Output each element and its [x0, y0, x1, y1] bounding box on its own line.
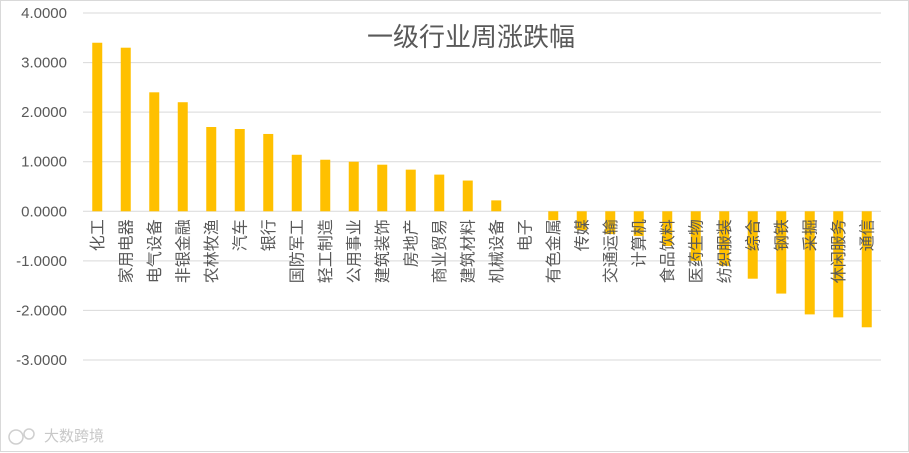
bar	[320, 159, 331, 212]
category-label: 建筑材料	[459, 219, 478, 283]
bar	[833, 211, 844, 318]
category-label: 汽车	[231, 219, 250, 251]
category-label: 商业贸易	[430, 219, 449, 283]
bar	[405, 169, 416, 212]
bar	[633, 211, 644, 237]
bar	[662, 211, 673, 246]
category-label: 综合	[744, 219, 763, 251]
category-label: 钢铁	[772, 219, 791, 251]
category-label: 房地产	[402, 219, 421, 267]
bar	[576, 211, 587, 231]
bar	[377, 164, 388, 212]
category-label: 通信	[858, 219, 877, 251]
bar	[491, 200, 502, 212]
category-label: 轻工制造	[316, 219, 335, 283]
bar	[149, 92, 160, 212]
category-label: 农林牧渔	[202, 219, 221, 283]
y-tick-label: 0.0000	[21, 203, 67, 220]
category-label: 家用电器	[117, 219, 136, 283]
bar	[690, 211, 701, 261]
bar	[462, 180, 473, 212]
bar	[234, 128, 245, 212]
category-label: 非银金融	[174, 219, 193, 283]
chart-title: 一级行业周涨跌幅	[367, 23, 575, 53]
bar	[719, 211, 730, 266]
bar	[206, 127, 217, 212]
category-label: 食品饮料	[658, 219, 677, 283]
category-label: 银行	[259, 219, 278, 251]
bar	[263, 133, 274, 212]
bars	[92, 42, 872, 328]
y-tick-label: 2.0000	[21, 104, 67, 121]
watermark: 大数跨境	[8, 427, 104, 445]
gridlines	[83, 12, 881, 361]
category-labels: 化工 家用电器 电气设备 非银金融 农林牧渔 汽车 银行 国防军工 轻工制造 公用事业 建筑装饰 房地…	[88, 219, 877, 283]
category-label: 化工	[88, 219, 107, 251]
bar	[747, 211, 758, 279]
watermark-text: 大数跨境	[44, 427, 104, 445]
bar	[92, 42, 103, 212]
bar	[434, 174, 445, 212]
category-label: 交通运输	[601, 219, 620, 283]
category-label: 纺织服装	[715, 219, 734, 283]
y-axis-ticks: 4.0000 3.0000 2.0000 1.0000 0.0000 -1.0000 -2.…	[16, 5, 67, 369]
category-label: 公用事业	[345, 219, 364, 283]
category-label: 医药生物	[687, 219, 706, 283]
logo-icon	[8, 428, 35, 445]
bar	[348, 161, 359, 212]
bar	[548, 211, 559, 221]
category-label: 采掘	[801, 219, 820, 251]
y-tick-label: -1.0000	[16, 253, 67, 270]
y-tick-label: -2.0000	[16, 302, 67, 319]
category-label: 计算机	[630, 219, 649, 267]
y-tick-label: -3.0000	[16, 352, 67, 369]
category-label: 传媒	[573, 219, 592, 251]
y-tick-label: 3.0000	[21, 55, 67, 72]
category-label: 电子	[516, 219, 535, 251]
bar	[605, 211, 616, 235]
category-label: 有色金属	[544, 219, 563, 283]
category-label: 机械设备	[487, 219, 506, 283]
category-label: 电气设备	[145, 219, 164, 283]
bar	[861, 211, 872, 328]
bar	[776, 211, 787, 294]
category-label: 建筑装饰	[373, 219, 392, 283]
bar	[120, 47, 131, 212]
bar	[804, 211, 815, 315]
y-tick-label: 4.0000	[21, 5, 67, 22]
bar	[177, 102, 188, 212]
y-tick-label: 1.0000	[21, 154, 67, 171]
bar	[291, 154, 302, 212]
category-label: 休闲服务	[829, 219, 848, 283]
category-label: 国防军工	[288, 219, 307, 283]
